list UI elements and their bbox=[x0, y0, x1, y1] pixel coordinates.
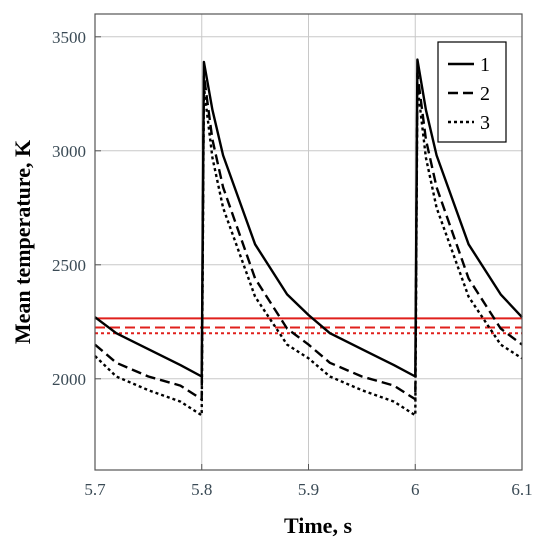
series-line-2 bbox=[94, 72, 523, 401]
x-tick-label: 6.1 bbox=[511, 480, 532, 499]
y-tick-label: 3000 bbox=[52, 142, 86, 161]
legend: 1 2 3 bbox=[437, 41, 507, 143]
series-line-3 bbox=[94, 83, 523, 417]
x-tick-label: 6 bbox=[411, 480, 420, 499]
x-axis-title: Time, s bbox=[284, 513, 352, 538]
x-tick-label: 5.8 bbox=[191, 480, 212, 499]
legend-label-1: 1 bbox=[480, 54, 490, 76]
legend-label-3: 3 bbox=[480, 112, 490, 134]
legend-label-2: 2 bbox=[480, 83, 490, 105]
y-tick-label: 3500 bbox=[52, 28, 86, 47]
series-line-1 bbox=[94, 58, 523, 378]
series-group bbox=[94, 58, 523, 417]
y-tick-label: 2500 bbox=[52, 256, 86, 275]
reference-lines bbox=[95, 317, 522, 335]
x-tick-label: 5.7 bbox=[84, 480, 106, 499]
y-tick-label: 2000 bbox=[52, 370, 86, 389]
ticks: 5.7 5.8 5.9 6 6.1 2000 2500 3000 3500 bbox=[52, 28, 533, 499]
x-tick-label: 5.9 bbox=[298, 480, 319, 499]
y-axis-title: Mean temperature, K bbox=[10, 140, 35, 344]
